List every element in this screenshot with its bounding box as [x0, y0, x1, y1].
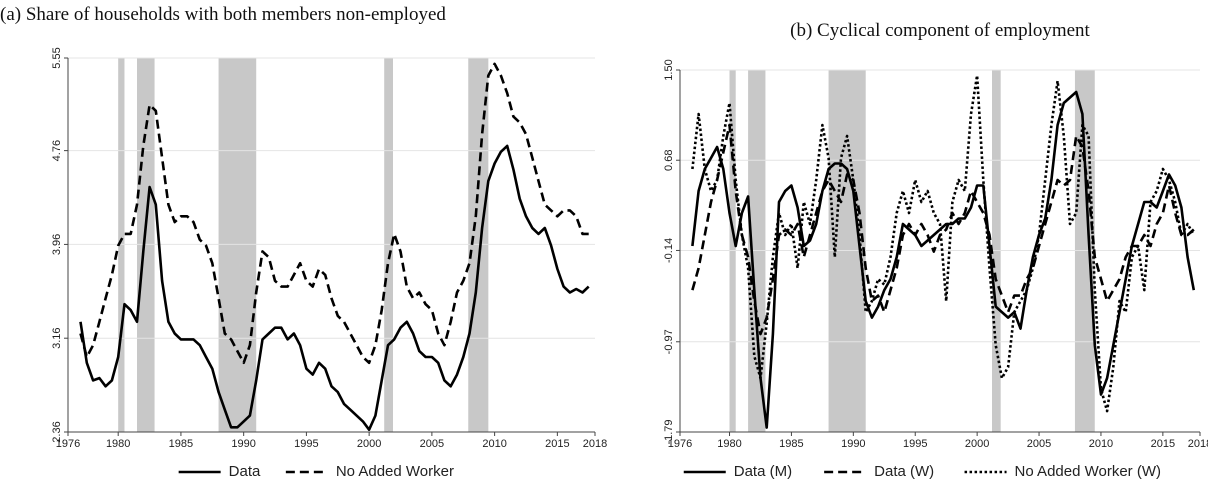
- x-tick-label: 2010: [482, 438, 506, 450]
- y-tick-label: 5.55: [51, 47, 63, 68]
- chart-title: (b) Cyclical component of employment: [790, 20, 1090, 41]
- recession-band: [218, 58, 257, 432]
- x-tick-label: 2015: [1151, 438, 1175, 450]
- x-tick-label: 2000: [357, 438, 381, 450]
- legend-label: No Added Worker (W): [1015, 463, 1161, 480]
- x-tick-label: 2010: [1089, 438, 1113, 450]
- y-tick-label: -1.79: [663, 419, 675, 444]
- legend-label: No Added Worker: [336, 463, 454, 480]
- y-tick-label: -0.14: [663, 238, 675, 263]
- series-line: [79, 62, 589, 365]
- y-tick-label: 2.36: [51, 421, 63, 442]
- y-tick-label: -0.97: [663, 329, 675, 354]
- recession-band: [137, 58, 155, 432]
- recession-band: [1074, 70, 1095, 432]
- x-tick-label: 2005: [420, 438, 444, 450]
- x-tick-label: 1995: [294, 438, 318, 450]
- x-tick-label: 1990: [841, 438, 865, 450]
- x-tick-label: 1980: [717, 438, 741, 450]
- x-tick-label: 2005: [1027, 438, 1051, 450]
- y-tick-label: 3.96: [51, 234, 63, 255]
- x-tick-label: 2018: [583, 438, 607, 450]
- recession-band: [118, 58, 125, 432]
- x-tick-label: 1985: [169, 438, 193, 450]
- series-line: [691, 74, 1195, 413]
- title-box: (b) Cyclical component of employment: [790, 20, 1090, 41]
- legend-label: Data (W): [874, 463, 934, 480]
- x-tick-label: 1976: [668, 438, 692, 450]
- recession-band: [992, 70, 1001, 432]
- legend-label: Data: [229, 463, 261, 480]
- y-tick-label: 0.68: [663, 150, 675, 171]
- y-tick-label: 1.50: [663, 59, 675, 80]
- x-tick-label: 2015: [545, 438, 569, 450]
- series-line: [79, 144, 590, 431]
- y-tick-label: 3.16: [51, 327, 63, 348]
- x-tick-label: 2000: [965, 438, 989, 450]
- title-box: (a) Share of households with both member…: [0, 4, 446, 25]
- recession-band: [384, 58, 393, 432]
- x-tick-label: 2018: [1188, 438, 1208, 450]
- legend-label: Data (M): [734, 463, 792, 480]
- chart-title: (a) Share of households with both member…: [0, 4, 446, 25]
- x-tick-label: 1980: [106, 438, 130, 450]
- y-tick-label: 4.76: [51, 140, 63, 161]
- x-tick-label: 1995: [903, 438, 927, 450]
- recession-band: [729, 70, 736, 432]
- x-tick-label: 1976: [56, 438, 80, 450]
- series-line: [691, 123, 1195, 336]
- x-tick-label: 1990: [231, 438, 255, 450]
- x-tick-label: 1985: [779, 438, 803, 450]
- series-line: [691, 90, 1196, 429]
